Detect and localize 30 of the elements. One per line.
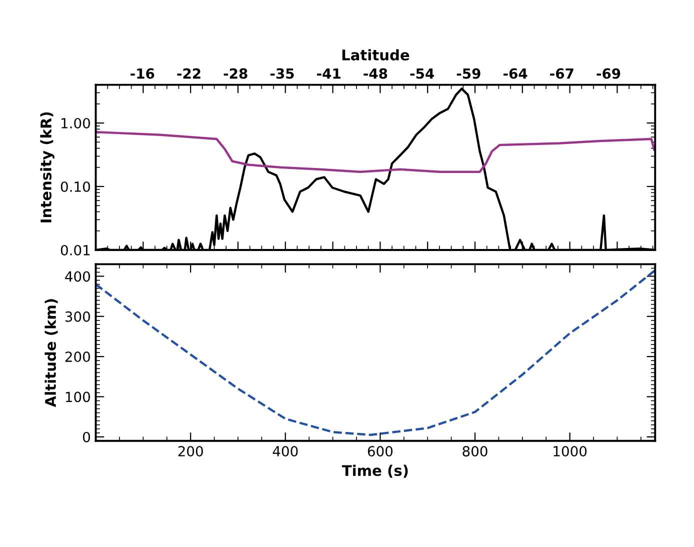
text: -64 [504,68,528,79]
x-tick-label: 1000 [554,446,587,456]
text: -59 [456,68,480,79]
text: -54 [410,68,434,79]
x2-axis-title: Latitude [342,49,410,60]
y-tick-label: 0.01 [60,244,90,256]
y-tick-label: 1.00 [62,118,90,128]
y-axis-title: Altitude (km) [44,299,58,408]
text: -28 [224,68,248,79]
y-tick-label: 100 [66,392,90,402]
y-axis-title: Intensity (kR) [40,112,54,222]
text: -16 [130,68,154,79]
text: -69 [596,68,620,79]
y-tick-label: 300 [65,311,90,322]
y-tick-label: 0 [82,432,90,442]
x-tick-label: 400 [272,446,298,456]
x-axis-title: Time (s) [342,464,408,478]
text: -67 [550,68,574,79]
y-tick-label: 0.10 [60,181,90,192]
y-tick-label: 400 [65,271,90,282]
line-series [96,269,656,436]
text: -35 [270,68,294,79]
x-tick-label: 600 [368,446,393,456]
line-series [96,130,656,173]
y-tick-label: 200 [65,352,90,362]
text: -48 [364,68,388,79]
text: -41 [317,68,340,79]
x-tick-label: 800 [462,446,488,456]
x-tick-label: 200 [178,446,203,456]
text: -22 [177,68,200,79]
